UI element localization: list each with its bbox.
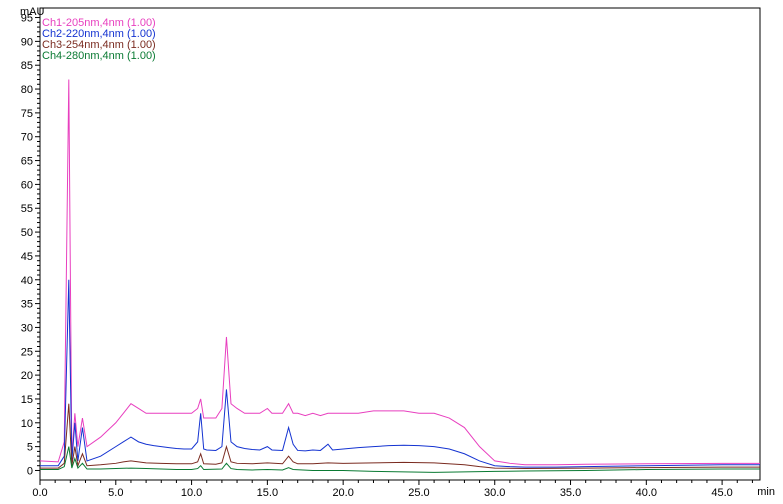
y-tick-label: 15 (21, 394, 33, 406)
series-Ch1 (40, 80, 760, 465)
x-tick-label: 30.0 (484, 487, 505, 499)
y-tick-label: 80 (21, 84, 33, 96)
x-tick-label: 35.0 (560, 487, 581, 499)
x-tick-label: 15.0 (257, 487, 278, 499)
y-tick-label: 25 (21, 346, 33, 358)
y-tick-label: 90 (21, 36, 33, 48)
y-tick-label: 20 (21, 370, 33, 382)
y-tick-label: 60 (21, 179, 33, 191)
y-tick-label: 0 (27, 465, 33, 477)
y-tick-label: 40 (21, 275, 33, 287)
x-tick-label: 5.0 (108, 487, 123, 499)
y-tick-label: 55 (21, 203, 33, 215)
y-tick-label: 95 (21, 13, 33, 25)
y-tick-label: 35 (21, 299, 33, 311)
chromatogram-chart: mAU min Ch1-205nm,4nm (1.00)Ch2-220nm,4n… (0, 0, 783, 504)
y-tick-label: 70 (21, 132, 33, 144)
x-tick-label: 0.0 (32, 487, 47, 499)
plot-border (40, 8, 760, 480)
x-tick-label: 45.0 (711, 487, 732, 499)
x-tick-label: 10.0 (181, 487, 202, 499)
x-tick-label: 25.0 (408, 487, 429, 499)
x-tick-label: 20.0 (332, 487, 353, 499)
y-tick-label: 75 (21, 108, 33, 120)
y-tick-label: 30 (21, 322, 33, 334)
y-tick-label: 65 (21, 156, 33, 168)
y-tick-label: 10 (21, 418, 33, 430)
y-tick-label: 5 (27, 442, 33, 454)
y-tick-label: 45 (21, 251, 33, 263)
y-tick-label: 50 (21, 227, 33, 239)
x-tick-label: 40.0 (636, 487, 657, 499)
plot-area: 0.0 5.0 10.0 15.0 20.0 25.0 30.0 35.0 40.0 45.0 0 5… (0, 0, 783, 504)
series-Ch2 (40, 280, 760, 467)
y-tick-label: 85 (21, 60, 33, 72)
series-Ch4 (40, 447, 760, 473)
